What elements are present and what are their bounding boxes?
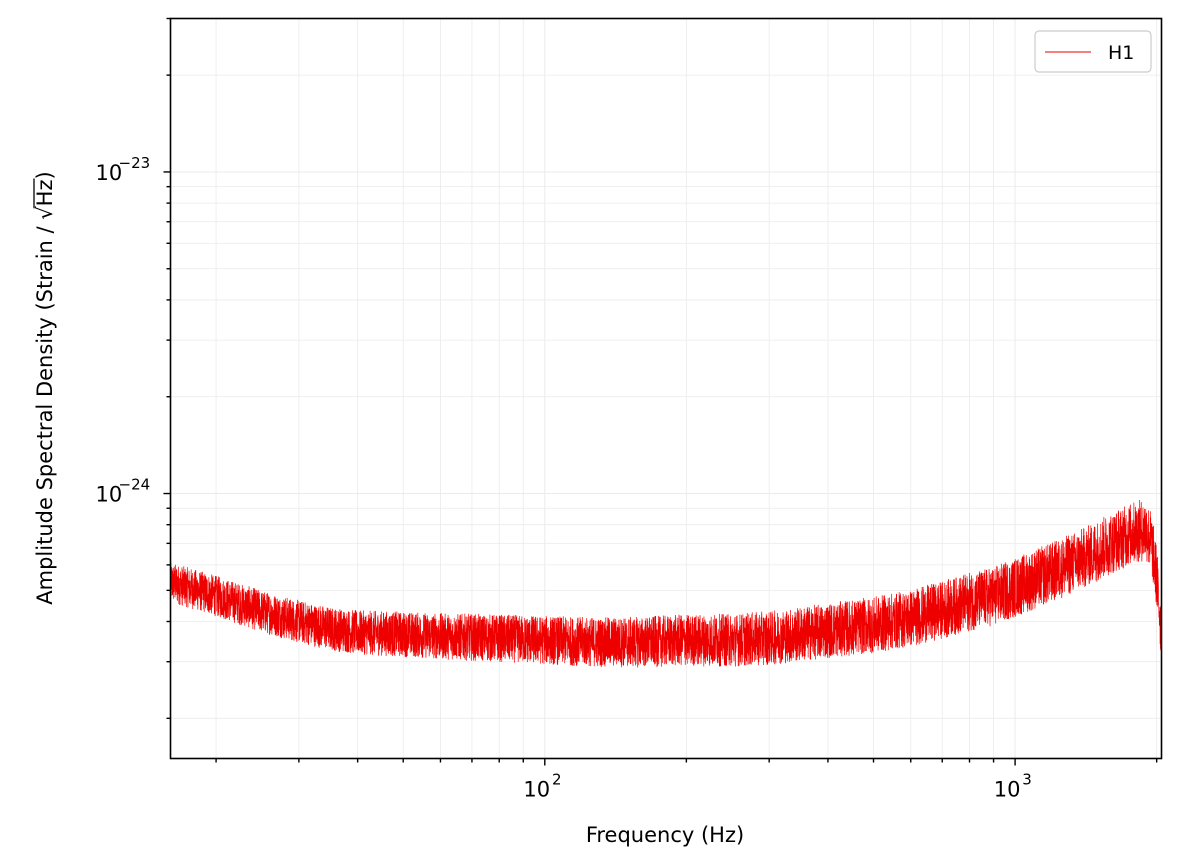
y-axis-title-suffix: ) [33,171,57,179]
y-axis-title: Amplitude Spectral Density (Strain / √Hz… [33,171,57,604]
x-tick-label-exponent: 2 [552,771,562,789]
tick-marks [163,17,1158,766]
x-tick-label-exponent: 3 [1022,771,1032,789]
y-tick-label: 10 [96,483,123,507]
y-tick-label-exponent: −23 [119,154,151,172]
y-tick-label: 10 [96,161,123,185]
legend: H1 [1034,30,1152,73]
x-axis-title: Frequency (Hz) [586,823,744,847]
y-tick-label-exponent: −24 [119,476,151,494]
x-tick-label: 10 [523,778,550,802]
series-line-h1 [170,500,1162,668]
plot-frame [169,17,1163,760]
series-layer [170,500,1162,668]
svg-text:Amplitude Spectral Density (St: Amplitude Spectral Density (Strain / √Hz… [33,171,57,604]
y-axis-title-unit: Hz [33,179,57,206]
sqrt-symbol: √ [33,206,57,220]
x-tick-label: 10 [994,778,1021,802]
legend-label-h1: H1 [1108,42,1134,64]
legend-box [1034,30,1152,73]
y-axis-title-prefix: Amplitude Spectral Density (Strain / [33,220,57,605]
